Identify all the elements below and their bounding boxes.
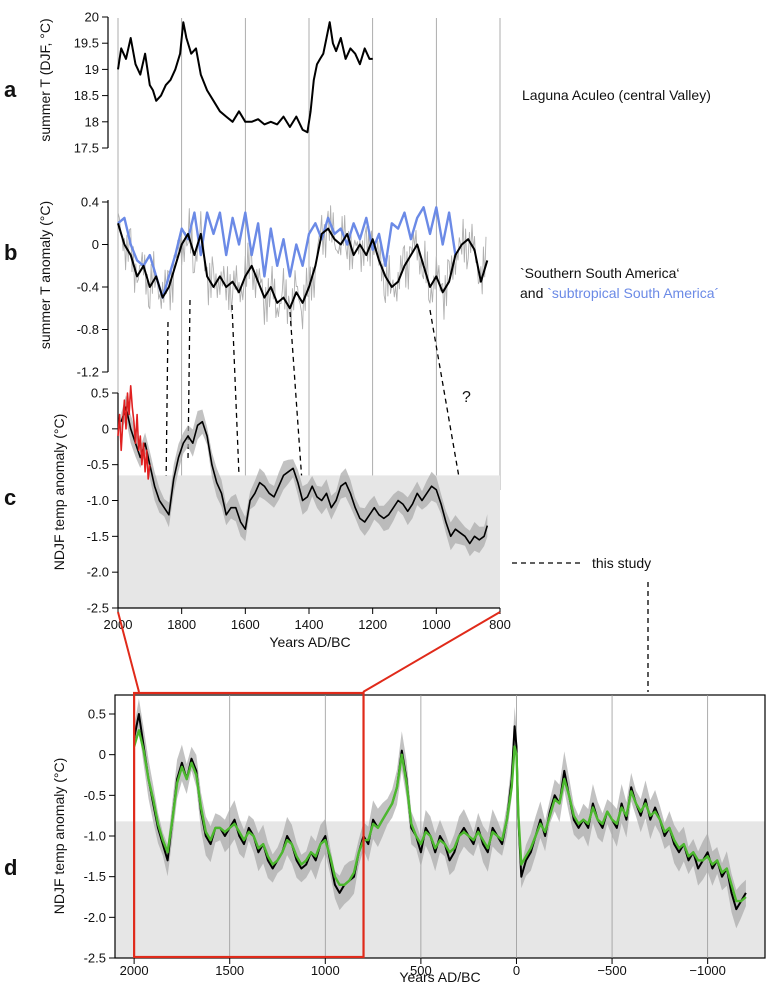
question-mark: ? — [462, 389, 471, 406]
panel-b-legend-subtropical: and `subtropical South America´ — [520, 285, 719, 301]
panel-a-series — [117, 21, 373, 134]
correlation-dashed-links: ? — [165, 299, 471, 513]
panel-d-y-tick-label-4: -1.5 — [84, 869, 106, 884]
panel-c-y-tick-label-0: 0.5 — [91, 386, 109, 401]
panel-b-y-tick-label-2: -0.4 — [77, 280, 99, 295]
panel-d-x-tick-label-3: 500 — [410, 963, 432, 978]
panel-b-y-tick-label-1: 0 — [92, 237, 99, 252]
panel-b-legend-subtropical-text: `subtropical South America´ — [547, 285, 719, 301]
panel-c-y-tick-label-5: -2.0 — [87, 565, 109, 580]
panel-d-y-tick-label-5: -2.0 — [84, 910, 106, 925]
panel-c-x-tick-label-5: 1000 — [422, 617, 451, 632]
panel-c-x-tick-label-2: 1600 — [231, 617, 260, 632]
panel-a-y-tick-label-0: 20 — [85, 10, 99, 25]
panel-a-annotation: Laguna Aculeo (central Valley) — [522, 87, 711, 103]
panel-c-series — [117, 384, 489, 557]
panel-d-line-smoothed — [132, 729, 747, 903]
this-study-label: this study — [592, 555, 651, 571]
panel-a-y-tick-label-4: 18 — [85, 114, 99, 129]
link-line-4 — [289, 311, 303, 483]
zoom-connector-right — [362, 611, 501, 693]
panel-c-y-tick-label-4: -1.5 — [87, 529, 109, 544]
panel-b-y-tick-label-0: 0.4 — [81, 195, 99, 210]
panel-d-y-tick-label-0: 0.5 — [88, 707, 106, 722]
panel-c-x-tick-label-3: 1400 — [295, 617, 324, 632]
panel-c-y-tick-label-6: -2.5 — [87, 601, 109, 616]
panel-d-zoom-box — [133, 691, 365, 959]
panel-b-y-label: summer T anomaly (°C) — [37, 201, 53, 349]
panel-c-y-tick-label-1: 0 — [102, 421, 109, 436]
panel-c-x-label: Years AD/BC — [269, 634, 350, 650]
panel-letter-d: d — [4, 855, 17, 880]
panel-d-zoom-rect — [133, 691, 365, 959]
panel-b-series — [117, 206, 489, 310]
panel-b-line-southern — [117, 223, 489, 310]
panel-a-y-tick-label-5: 17.5 — [74, 141, 99, 156]
panel-a-y-tick-label-2: 19 — [85, 62, 99, 77]
panel-d-y-tick-label-1: 0 — [99, 747, 106, 762]
panel-c-x-tick-label-0: 2000 — [104, 617, 133, 632]
panel-d: d 2000 1500 1000 500 0 −500 −1000 0.5 0 -0.5 -1.0 -… — [4, 691, 766, 985]
panel-c-y-tick-label-3: -1.0 — [87, 493, 109, 508]
panel-letter-a: a — [4, 77, 17, 102]
vertical-guide-lines — [117, 18, 501, 490]
panel-d-x-tick-label-5: −500 — [597, 963, 626, 978]
panel-c-y-label: NDJF temp anomaly (°C) — [51, 414, 67, 571]
panel-d-x-tick-label-4: 0 — [513, 963, 520, 978]
panel-a-y-label: summer T (DJF, °C) — [37, 18, 53, 141]
panel-b-legend-southern: `Southern South America‘ — [520, 265, 680, 281]
panel-b-y-tick-label-4: -1.2 — [77, 365, 99, 380]
panel-d-y-tick-label-6: -2.5 — [84, 951, 106, 966]
panel-c-y-tick-label-2: -0.5 — [87, 457, 109, 472]
panel-b-line-subtropical — [117, 206, 457, 299]
panel-b-legend-and: and — [520, 285, 547, 301]
panel-a-y-axis: 20 19.5 19 18.5 18 17.5 — [74, 10, 109, 156]
panel-c-line-main — [120, 406, 489, 545]
panel-d-y-tick-label-2: -0.5 — [84, 788, 106, 803]
panel-letter-b: b — [4, 240, 17, 265]
panel-letter-c: c — [4, 485, 16, 510]
panel-d-frame — [114, 694, 766, 959]
zoom-connector-left — [117, 611, 140, 693]
link-line-5 — [429, 309, 466, 513]
panel-d-y-label: NDJF temp anomaly (°C) — [51, 758, 67, 915]
panel-d-x-tick-label-1: 1500 — [215, 963, 244, 978]
link-line-1 — [165, 321, 169, 489]
panel-c-uncertainty-band — [121, 395, 488, 557]
panel-b-y-tick-label-3: -0.8 — [77, 322, 99, 337]
panel-a-y-tick-label-1: 19.5 — [74, 36, 99, 51]
panel-d-axes: 2000 1500 1000 500 0 −500 −1000 0.5 0 -0.5 -1.0 -1.… — [84, 694, 766, 978]
panel-c-x-tick-label-1: 1800 — [167, 617, 196, 632]
panel-a-line — [117, 21, 373, 134]
panel-b-y-axis: 0.4 0 -0.4 -0.8 -1.2 — [77, 195, 109, 380]
panel-b: b 0.4 0 -0.4 -0.8 -1.2 summer T anomaly (°C)… — [4, 195, 719, 380]
panel-d-x-tick-label-6: −1000 — [689, 963, 726, 978]
link-line-3 — [231, 304, 241, 501]
panel-c-x-tick-label-6: 800 — [489, 617, 511, 632]
panel-c-x-tick-label-4: 1200 — [358, 617, 387, 632]
panel-d-series — [132, 698, 747, 929]
panel-d-y-tick-label-3: -1.0 — [84, 829, 106, 844]
panel-d-x-label: Years AD/BC — [399, 969, 480, 985]
panel-c-line-instrumental — [117, 384, 151, 480]
panel-d-x-tick-label-2: 1000 — [311, 963, 340, 978]
panel-d-x-tick-label-0: 2000 — [120, 963, 149, 978]
panel-a-y-tick-label-3: 18.5 — [74, 88, 99, 103]
